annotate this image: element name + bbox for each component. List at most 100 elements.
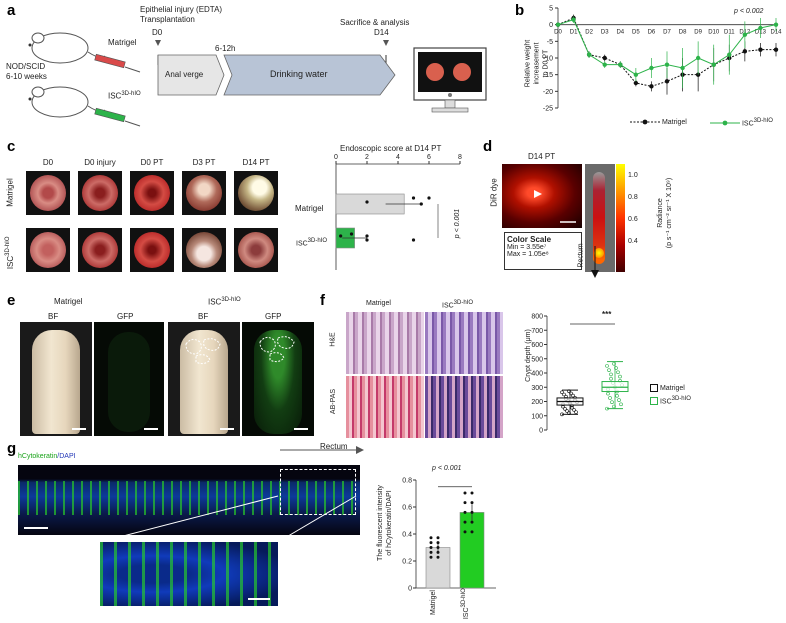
legend-matrigel: Matrigel xyxy=(630,118,687,126)
intensity-dot xyxy=(470,520,474,524)
crypt-depth-point xyxy=(609,372,613,377)
endoscopy-image xyxy=(234,171,278,215)
score-dot xyxy=(365,238,369,242)
crypt-depth-boxplot: 0 100 200 300 400 500 600 700 800 xyxy=(531,314,629,435)
row-isc-sup: 3D-hIO xyxy=(5,236,12,256)
legend-box-isc-icon xyxy=(650,397,658,406)
crypt-depth-point xyxy=(561,404,565,409)
series-line-matrigel xyxy=(557,17,776,87)
g-xcat-matrigel: Matrigel xyxy=(429,590,437,615)
y-tick-label: -15 xyxy=(543,72,553,79)
matrigel-group-label: Matrigel xyxy=(108,38,137,47)
f-legend-isc-sup: 3D-hIO xyxy=(671,396,691,402)
legend-isc-line-icon xyxy=(710,121,740,126)
f-legend-isc-text: ISC xyxy=(659,398,672,406)
weight-y-axis-label: Relative weight increasement to D0 PT xyxy=(524,39,550,88)
data-point-isc xyxy=(773,22,779,27)
score-dot xyxy=(419,202,423,206)
intensity-dot xyxy=(436,546,440,549)
endoscopy-column-label: D3 PT xyxy=(192,158,216,167)
intensity-dot xyxy=(429,546,433,549)
score-dot xyxy=(411,196,416,200)
radiance-tick-label: 1.0 xyxy=(628,172,638,179)
legend-matrigel-text: Matrigel xyxy=(661,118,687,126)
crypt-depth-point xyxy=(616,370,620,375)
y-tick-label: -25 xyxy=(543,106,553,113)
e-matrigel-label: Matrigel xyxy=(54,297,83,306)
box-iqr xyxy=(601,381,629,393)
e-gfp-label-1: GFP xyxy=(117,312,134,321)
f-isc-text: ISC xyxy=(442,302,454,310)
crypt-depth-point xyxy=(570,405,574,410)
color-scale-max: Max = 1.05e⁸ xyxy=(507,251,549,258)
intensity-dot xyxy=(436,541,440,545)
legend-box-matrigel-icon xyxy=(650,384,658,392)
abpas-stain-label: AB-PAS xyxy=(330,388,338,415)
panel-label-d: d xyxy=(483,138,493,155)
arrowhead-icon xyxy=(534,190,576,223)
ivis-colon-image xyxy=(585,164,615,272)
y-tick-label: 0.6 xyxy=(402,505,412,512)
hours-label: 6-12h xyxy=(215,44,236,53)
radiance-color-scale xyxy=(616,164,625,272)
data-point-matrigel xyxy=(633,80,639,86)
g-cytokeratin-text: hCytokeratin xyxy=(18,453,58,460)
d0-marker-icon xyxy=(155,40,161,46)
data-point-isc xyxy=(618,62,623,67)
intensity-dot xyxy=(463,530,467,534)
radiance-tick-label: 0.8 xyxy=(628,194,638,201)
crypt-depth-point xyxy=(567,389,571,394)
sacrifice-label: Sacrifice & analysis xyxy=(340,18,410,27)
x-tick-label: D0 xyxy=(554,30,562,36)
f-legend-matrigel: Matrigel xyxy=(650,384,685,392)
x-tick-label: D4 xyxy=(616,30,624,36)
data-point-isc xyxy=(742,32,748,37)
g-rectum-arrow-icon xyxy=(280,446,364,454)
endoscopy-image xyxy=(182,171,226,215)
mouse-icon xyxy=(28,32,106,64)
weight-line-chart: 5 0 -5 -10 -15 -20 -25 D0 D1 D2 D3 D4 D5 D6 D7 D8 D9 D10 D… xyxy=(543,6,782,113)
crypt-depth-point xyxy=(567,411,571,416)
f-legend-matrigel-text: Matrigel xyxy=(659,384,685,392)
endoscopy-image xyxy=(130,228,174,272)
score-dot xyxy=(427,196,431,200)
he-matrigel-image xyxy=(346,312,424,374)
intensity-dot xyxy=(463,491,467,495)
score-isc-sup: 3D-hIO xyxy=(307,238,328,244)
d0-label: D0 xyxy=(152,28,163,37)
score-dot xyxy=(339,234,343,238)
g-dapi-text: /DAPI xyxy=(57,453,76,460)
endoscopy-image xyxy=(182,228,226,272)
anal-verge-bar xyxy=(157,54,225,96)
intensity-dot xyxy=(463,501,467,505)
data-point-isc xyxy=(571,17,576,22)
score-dot xyxy=(365,200,369,204)
crypt-depth-point xyxy=(563,407,567,411)
panel-e: Matrigel ISC3D-hIO BF GFP BF GFP xyxy=(0,292,320,440)
data-point-isc xyxy=(649,65,654,71)
he-stain-label: H&E xyxy=(329,332,337,347)
x-tick-label: D2 xyxy=(585,30,593,36)
data-point-isc xyxy=(695,55,701,61)
y-tick-label: 500 xyxy=(531,356,543,363)
crypt-depth-point xyxy=(617,398,621,402)
data-point-matrigel xyxy=(773,47,779,52)
data-point-isc xyxy=(664,62,670,67)
endoscopic-score-title: Endoscopic score at D14 PT xyxy=(340,144,442,153)
y-tick-label: 100 xyxy=(531,413,543,420)
data-point-matrigel xyxy=(742,49,748,54)
e-isc-text: ISC xyxy=(208,297,222,307)
dir-dye-label: DiR dye xyxy=(489,178,499,207)
y-tick-label: 0.8 xyxy=(402,478,412,485)
f-matrigel-label: Matrigel xyxy=(366,300,391,307)
legend-isc-text: ISC xyxy=(741,120,754,128)
legend-matrigel-line-icon xyxy=(630,119,660,125)
crypt-depth-significance: *** xyxy=(602,310,612,319)
score-dot xyxy=(365,234,369,238)
intensity-dot xyxy=(463,510,467,514)
crypt-depth-point xyxy=(609,376,613,381)
intensity-bar xyxy=(459,512,485,589)
crypt-depth-point xyxy=(612,404,616,409)
e-isc-sup: 3D-hIO xyxy=(221,297,241,303)
g-xcat-isc-text: ISC xyxy=(463,607,471,620)
